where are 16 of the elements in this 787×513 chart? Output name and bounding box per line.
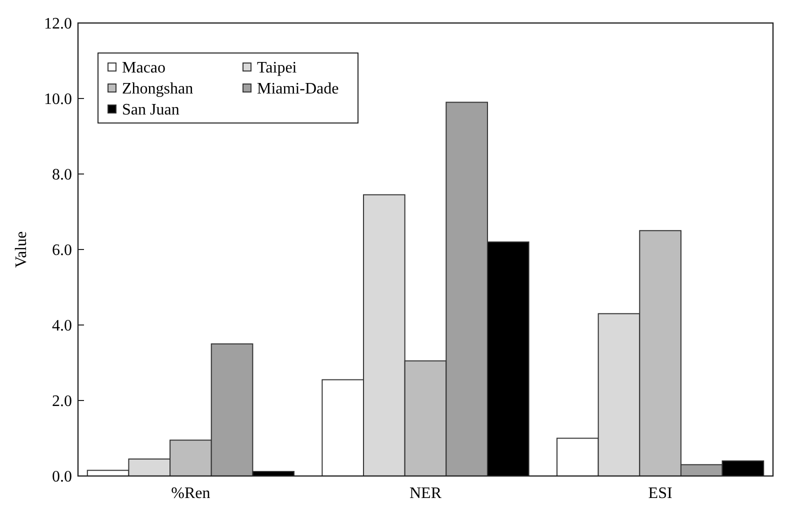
y-tick-label: 6.0 bbox=[52, 242, 72, 260]
legend-label: Macao bbox=[122, 60, 166, 77]
x-tick-label: ESI bbox=[648, 485, 672, 502]
legend-label: Miami-Dade bbox=[257, 80, 339, 98]
y-tick-label: 4.0 bbox=[52, 318, 72, 335]
y-tick-label: 12.0 bbox=[44, 16, 72, 33]
y-tick-label: 0.0 bbox=[52, 468, 72, 486]
legend-label: San Juan bbox=[122, 102, 180, 119]
legend-label: Zhongshan bbox=[122, 80, 194, 98]
y-axis-title: Value bbox=[13, 231, 30, 268]
y-tick-label: 2.0 bbox=[52, 393, 72, 410]
y-tick-label: 10.0 bbox=[44, 91, 72, 108]
legend-label: Taipei bbox=[257, 60, 298, 77]
y-tick-label: 8.0 bbox=[52, 166, 72, 184]
x-tick-label: NER bbox=[410, 485, 442, 502]
x-tick-label: %Ren bbox=[171, 485, 210, 502]
